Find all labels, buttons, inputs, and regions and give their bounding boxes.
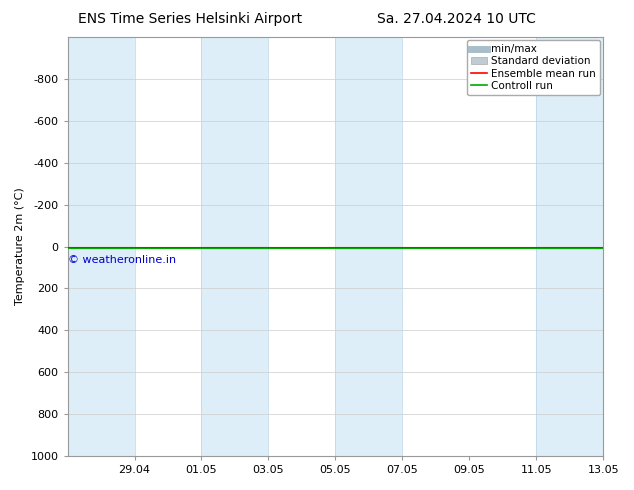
Bar: [68, 37, 134, 456]
Bar: [335, 37, 403, 456]
Bar: [536, 37, 603, 456]
Bar: [202, 37, 268, 456]
Y-axis label: Temperature 2m (°C): Temperature 2m (°C): [15, 188, 25, 305]
Legend: min/max, Standard deviation, Ensemble mean run, Controll run: min/max, Standard deviation, Ensemble me…: [467, 40, 600, 95]
Text: ENS Time Series Helsinki Airport: ENS Time Series Helsinki Airport: [78, 12, 302, 26]
Text: © weatheronline.in: © weatheronline.in: [68, 255, 176, 265]
Text: Sa. 27.04.2024 10 UTC: Sa. 27.04.2024 10 UTC: [377, 12, 536, 26]
